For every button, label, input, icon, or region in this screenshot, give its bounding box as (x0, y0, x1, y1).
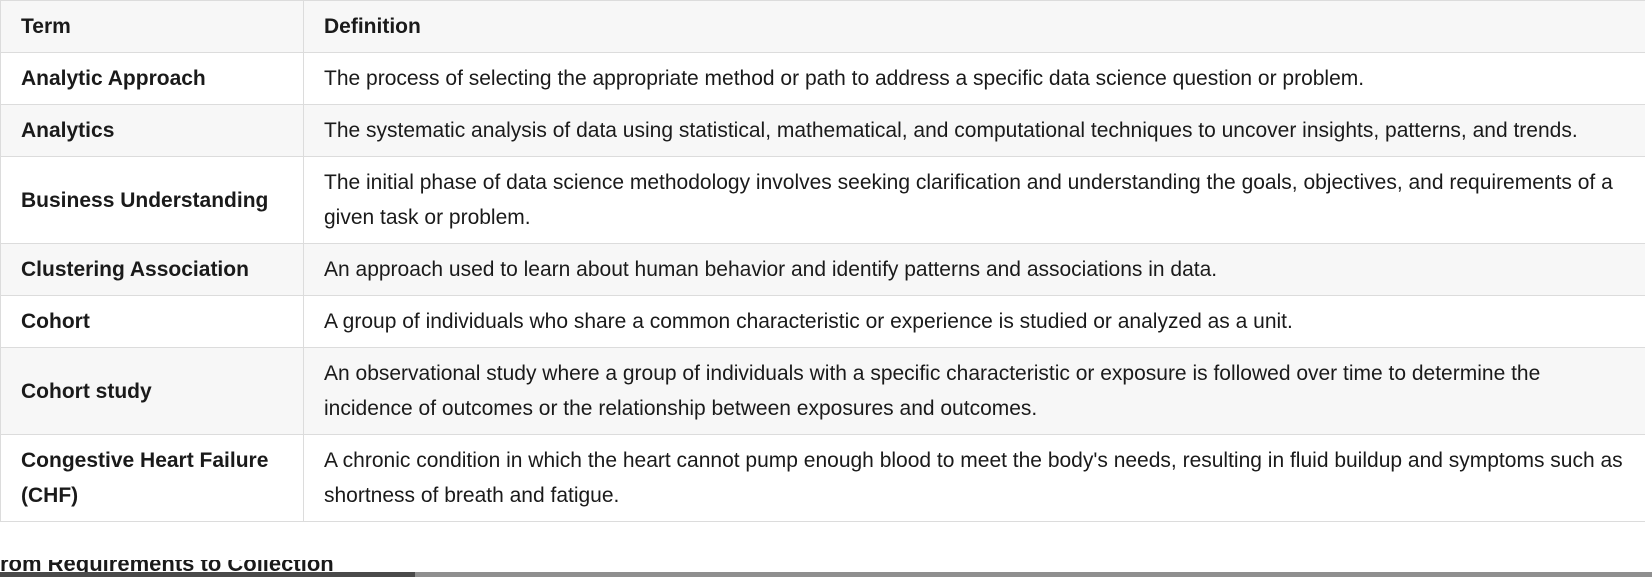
column-header-term: Term (0, 0, 304, 53)
definition-cell: The process of selecting the appropriate… (303, 52, 1646, 105)
horizontal-scrollbar[interactable] (0, 572, 1652, 577)
definition-cell: An approach used to learn about human be… (303, 243, 1646, 296)
table-row: Business Understanding The initial phase… (0, 156, 1646, 244)
table-row: Clustering Association An approach used … (0, 243, 1646, 296)
term-cell: Cohort study (0, 347, 304, 435)
scrollbar-thumb[interactable] (0, 572, 415, 577)
table-row: Cohort study An observational study wher… (0, 347, 1646, 435)
next-section-heading: rom Requirements to Collection (0, 560, 400, 572)
table-row: Analytics The systematic analysis of dat… (0, 104, 1646, 157)
table-header-row: Term Definition (0, 0, 1646, 53)
definition-cell: The initial phase of data science method… (303, 156, 1646, 244)
table-row: Analytic Approach The process of selecti… (0, 52, 1646, 105)
term-cell: Clustering Association (0, 243, 304, 296)
definition-cell: A chronic condition in which the heart c… (303, 434, 1646, 522)
term-cell: Business Understanding (0, 156, 304, 244)
term-cell: Analytic Approach (0, 52, 304, 105)
table-row: Congestive Heart Failure (CHF) A chronic… (0, 434, 1646, 522)
definition-cell: A group of individuals who share a commo… (303, 295, 1646, 348)
term-cell: Analytics (0, 104, 304, 157)
glossary-table: Term Definition Analytic Approach The pr… (0, 0, 1646, 522)
term-cell: Congestive Heart Failure (CHF) (0, 434, 304, 522)
table-row: Cohort A group of individuals who share … (0, 295, 1646, 348)
definition-cell: The systematic analysis of data using st… (303, 104, 1646, 157)
right-edge (1645, 0, 1652, 572)
definition-cell: An observational study where a group of … (303, 347, 1646, 435)
column-header-definition: Definition (303, 0, 1646, 53)
term-cell: Cohort (0, 295, 304, 348)
